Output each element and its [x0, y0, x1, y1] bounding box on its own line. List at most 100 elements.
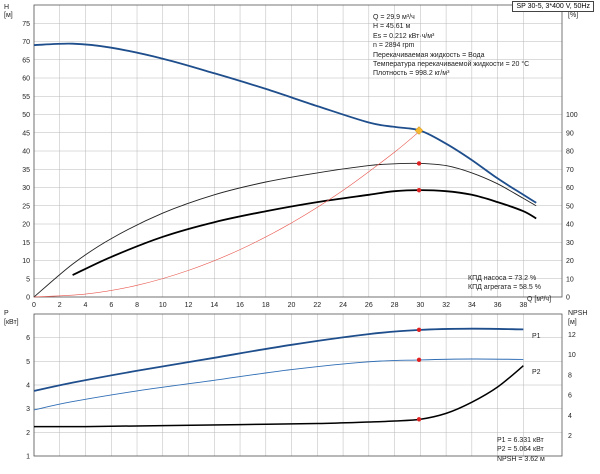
npsh-axis-unit: [м] [568, 319, 577, 326]
duty-point-eta-pump [416, 161, 422, 166]
p2-curve-label: P2 [532, 369, 541, 376]
x-tick-22: 22 [313, 302, 321, 309]
duty-point-npsh [416, 417, 422, 422]
eta-tick-10: 10 [566, 276, 574, 283]
h-axis-name: H [4, 4, 9, 11]
eta-tick-80: 80 [566, 149, 574, 156]
h-tick-50: 50 [22, 112, 30, 119]
power-p1: P1 = 6.331 кВт [497, 437, 544, 444]
bottom-series [33, 327, 524, 428]
P1-curve [33, 327, 524, 392]
x-tick-4: 4 [84, 302, 88, 309]
info-h: H = 45.61 м [373, 23, 411, 31]
p1-curve-label: P1 [532, 333, 541, 340]
p-tick-3: 3 [26, 406, 30, 413]
q-axis-label: Q [м³/ч] [527, 296, 551, 303]
x-tick-24: 24 [339, 302, 347, 309]
h-tick-35: 35 [22, 167, 30, 174]
x-tick-20: 20 [288, 302, 296, 309]
h-tick-5: 5 [26, 276, 30, 283]
h-axis-unit: [м] [4, 12, 13, 19]
x-tick-16: 16 [236, 302, 244, 309]
npsh-tick-4: 4 [568, 413, 572, 420]
info-n: n = 2894 rpm [373, 42, 415, 50]
eta-axis-unit: [%] [568, 12, 578, 19]
eta_pump-curve [33, 162, 537, 298]
bottom-grid [33, 314, 562, 457]
npsh-tick-12: 12 [568, 332, 576, 339]
top-series [33, 42, 537, 298]
h-tick-25: 25 [22, 203, 30, 210]
x-tick-34: 34 [468, 302, 476, 309]
h-tick-20: 20 [22, 222, 30, 229]
duty-point-eta-unit [416, 188, 422, 193]
p-axis-unit: [кВт] [4, 319, 19, 326]
eta-tick-20: 20 [566, 258, 574, 265]
x-tick-26: 26 [365, 302, 373, 309]
duty-markers [414, 126, 424, 422]
h-tick-70: 70 [22, 39, 30, 46]
head-curve [33, 42, 537, 204]
info-density: Плотность = 998.2 кг/м³ [373, 70, 450, 78]
chart-title: SP 30-5, 3*400 V, 50Hz [512, 1, 594, 12]
p-tick-4: 4 [26, 383, 30, 390]
P2-curve [33, 358, 524, 411]
x-tick-6: 6 [109, 302, 113, 309]
npsh-tick-2: 2 [568, 433, 572, 440]
p-tick-5: 5 [26, 359, 30, 366]
x-tick-8: 8 [135, 302, 139, 309]
eta-tick-0: 0 [566, 295, 570, 302]
duty-point-p2 [416, 357, 422, 363]
npsh-tick-6: 6 [568, 393, 572, 400]
h-tick-40: 40 [22, 149, 30, 156]
info-temp: Температура перекачиваемой жидкости = 20… [373, 61, 530, 69]
h-tick-15: 15 [22, 240, 30, 247]
power-block: P1 = 6.331 кВт P2 = 5.064 кВт NPSH = 3.6… [497, 436, 545, 464]
x-tick-36: 36 [494, 302, 502, 309]
npsh-axis-name: NPSH [568, 310, 587, 317]
top-axes: 0 2 4 6 8 10 12 14 16 18 20 22 24 26 28 30 32 34 36 3805101… [22, 4, 578, 309]
eta-tick-60: 60 [566, 185, 574, 192]
npsh-tick-10: 10 [568, 352, 576, 359]
x-tick-12: 12 [185, 302, 193, 309]
h-tick-0: 0 [26, 295, 30, 302]
h-tick-60: 60 [22, 76, 30, 83]
efficiency-block: КПД насоса = 73.2 % КПД агрегата = 58.5 … [468, 274, 541, 293]
h-tick-45: 45 [22, 130, 30, 137]
eff-unit: КПД агрегата = 58.5 % [468, 284, 541, 292]
eta_unit-curve [72, 189, 537, 276]
h-tick-10: 10 [22, 258, 30, 265]
bottom-frame [33, 313, 563, 457]
x-tick-38: 38 [519, 302, 527, 309]
eta-tick-90: 90 [566, 130, 574, 137]
eta-tick-50: 50 [566, 203, 574, 210]
duty-info-block: Q = 29.9 м³/ч H = 45.61 м Es = 0.212 кВт… [373, 13, 529, 79]
eta-tick-100: 100 [566, 112, 578, 119]
p-axis-name: P [4, 310, 9, 317]
p-tick-1: 1 [26, 454, 30, 461]
info-es: Es = 0.212 кВт·ч/м³ [373, 32, 435, 40]
x-tick-32: 32 [442, 302, 450, 309]
eff-pump: КПД насоса = 73.2 % [468, 275, 537, 282]
p-tick-6: 6 [26, 335, 30, 342]
h-tick-75: 75 [22, 21, 30, 28]
top-grid [33, 5, 562, 298]
system-curve [33, 130, 421, 298]
duty-point-head [414, 126, 424, 135]
x-tick-2: 2 [58, 302, 62, 309]
x-tick-30: 30 [416, 302, 424, 309]
top-frame [33, 4, 563, 298]
x-tick-10: 10 [159, 302, 167, 309]
info-q: Q = 29.9 м³/ч [373, 14, 415, 21]
eta-tick-30: 30 [566, 240, 574, 247]
eta-tick-40: 40 [566, 222, 574, 229]
eta-tick-70: 70 [566, 167, 574, 174]
NPSH-curve [33, 365, 524, 428]
power-npsh: NPSH = 3.62 м [497, 455, 545, 463]
x-tick-14: 14 [210, 302, 218, 309]
x-tick-28: 28 [391, 302, 399, 309]
h-tick-65: 65 [22, 57, 30, 64]
h-tick-55: 55 [22, 94, 30, 101]
